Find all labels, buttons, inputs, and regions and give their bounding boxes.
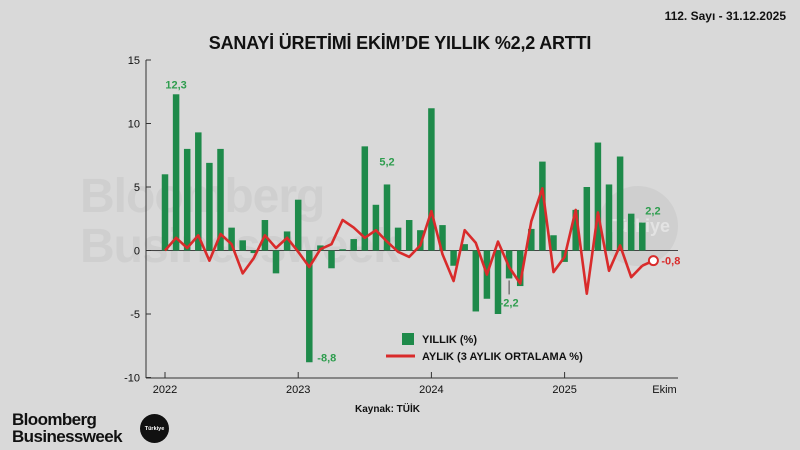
monthly-line [164,187,644,296]
brand-logo: Bloomberg Businessweek [12,410,123,446]
y-tick-label: 15 [128,55,140,67]
y-tick-label: 5 [134,182,140,194]
data-label: 12,3 [165,79,186,91]
bar [239,240,246,251]
bar [494,250,502,314]
bar [294,199,302,251]
turkiye-badge: Türkiye [140,414,169,443]
bar [183,148,191,251]
bar [528,228,535,251]
data-label: 2,2 [645,206,660,218]
bar [572,209,579,251]
bar [550,235,557,251]
bar [161,174,169,251]
bar [195,132,202,251]
y-tick-label: 0 [134,246,140,258]
data-label: -8,8 [317,352,336,364]
bar [172,94,180,251]
logo-line2: Businessweek [12,427,123,446]
data-label: 5,2 [379,156,394,168]
logo-line1: Bloomberg [12,410,97,429]
x-tick-label: 2025 [552,384,576,396]
bar [627,213,635,251]
watermark-line1: Bloomberg [80,170,324,223]
bar [405,220,413,251]
x-tick-label: 2023 [286,384,310,396]
legend: YILLIK (%) AYLIK (3 AYLIK ORTALAMA %) [386,333,583,363]
bar [250,250,258,254]
axes: 15 10 5 0 -5 -10 2022 2023 2024 2025 Ekim [124,55,678,396]
bar [639,222,646,251]
last-point-marker [647,255,659,267]
legend-line-label: AYLIK (3 AYLIK ORTALAMA %) [422,351,583,363]
bar [461,244,468,251]
y-tick-label: 10 [128,119,140,131]
bar [428,108,435,251]
chart-title: SANAYİ ÜRETİMİ EKİM’DE YILLIK %2,2 ARTTI [208,33,592,53]
bar [450,250,457,266]
y-tick-label: -5 [130,309,140,321]
bar [339,249,346,251]
bar [383,184,391,251]
line-series [164,187,659,296]
x-tick-label: 2024 [419,384,443,396]
y-tick-label: -10 [124,373,140,385]
annotations: 12,3 -8,8 5,2 -2,2 2,2 -0,8 [165,79,680,364]
bar [583,187,591,251]
bar [516,250,524,287]
bar [228,227,235,251]
bar [616,156,624,251]
bar [306,250,313,363]
bar [283,231,291,251]
bar [350,239,357,251]
bar [594,142,602,251]
data-label: -2,2 [500,297,519,309]
bar [394,227,402,251]
watermark-badge-text: Türkiye [606,216,670,236]
bar [372,204,380,251]
legend-bar-swatch [402,333,414,345]
data-label: -0,8 [661,256,680,268]
bar [206,162,213,251]
source-note: Kaynak: TÜİK [355,404,421,415]
x-tick-label: 2022 [153,384,177,396]
bar [439,225,446,251]
bar [361,146,369,251]
bar [472,250,480,312]
bar [328,250,335,269]
bar [217,148,224,251]
bar [539,161,546,251]
issue-date: 112. Sayı - 31.12.2025 [664,9,786,23]
x-tick-label: Ekim [652,384,676,396]
bar [417,230,424,251]
bar-series [161,94,646,363]
bar [605,184,613,251]
legend-bar-label: YILLIK (%) [422,334,477,346]
bar [272,250,280,274]
